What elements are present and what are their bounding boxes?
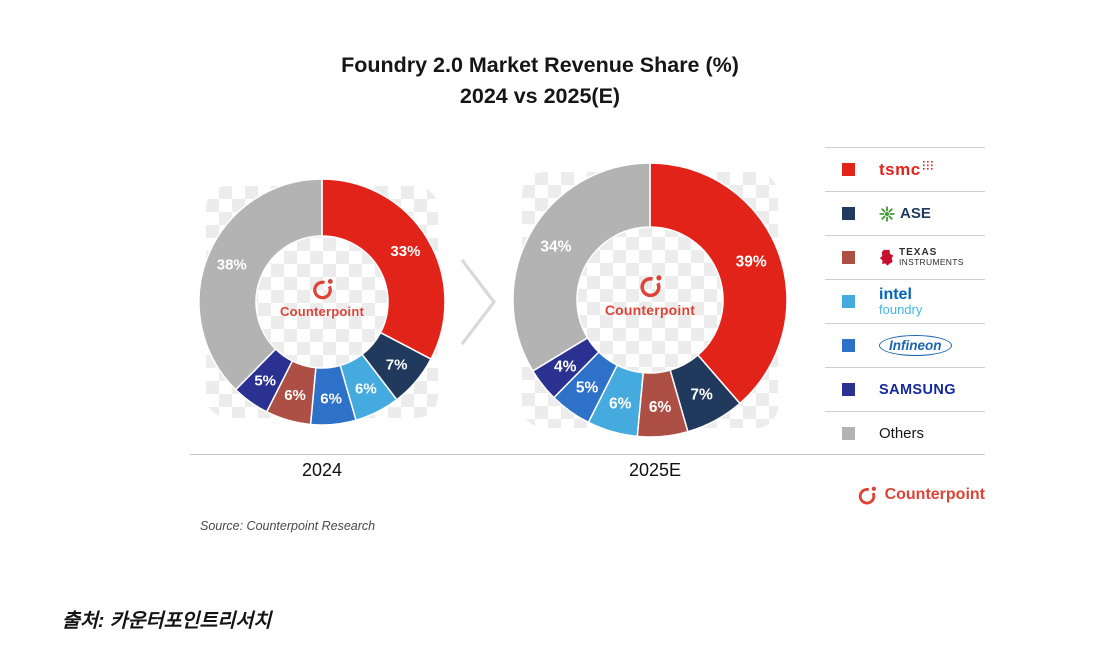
legend-swatch-intel-foundry	[842, 295, 855, 308]
legend-swatch-texas-instruments	[842, 251, 855, 264]
intel-foundry-logo: intel foundry	[879, 286, 922, 318]
counterpoint-icon	[639, 275, 662, 298]
donut-slice-tsmc	[321, 178, 446, 361]
foundry-wordmark: foundry	[879, 302, 923, 318]
counterpoint-icon	[858, 486, 876, 505]
chart-title: Foundry 2.0 Market Revenue Share (%) 202…	[190, 50, 890, 112]
tsmc-wafer-dots-icon	[922, 160, 933, 170]
axis-line	[190, 454, 985, 455]
x-label-2025e: 2025E	[628, 460, 682, 480]
counterpoint-logo-footer: Counterpoint	[838, 484, 985, 506]
slice-label: 4%	[554, 358, 577, 375]
legend-swatch-tsmc	[842, 163, 855, 176]
infineon-logo: Infineon	[879, 335, 952, 356]
legend-item-tsmc: tsmc	[825, 147, 985, 191]
donut-slice-others	[198, 178, 323, 391]
counterpoint-wordmark: Counterpoint	[884, 486, 985, 503]
donut-slice-others	[512, 162, 651, 372]
slice-label: 38%	[217, 257, 247, 274]
legend-item-infineon: Infineon	[825, 323, 985, 367]
chart-title-line2: 2024 vs 2025(E)	[459, 84, 621, 108]
legend-item-samsung: SAMSUNG	[825, 367, 985, 411]
slice-label: 6%	[649, 399, 672, 416]
source-note: Source: Counterpoint Research	[200, 519, 376, 533]
legend-item-texas-instruments: TEXAS INSTRUMENTS	[825, 235, 985, 279]
legend-item-others: Others	[825, 411, 985, 455]
legend: tsmc	[825, 147, 985, 455]
slice-label: 33%	[390, 243, 420, 260]
legend-swatch-others	[842, 427, 855, 440]
x-label-2024: 2024	[301, 460, 343, 480]
donut-chart-2025: 39% 7% 6% 6% 5% 4% 34%	[512, 162, 788, 438]
slice-label: 5%	[254, 373, 276, 390]
chart-title-line1: Foundry 2.0 Market Revenue Share (%)	[341, 53, 739, 77]
legend-item-intel-foundry: intel foundry	[825, 279, 985, 323]
tsmc-wordmark: tsmc	[879, 159, 921, 179]
slice-label: 7%	[690, 386, 713, 403]
tsmc-logo: tsmc	[879, 160, 935, 180]
counterpoint-wordmark: Counterpoint	[280, 304, 364, 319]
slice-label: 6%	[609, 395, 632, 412]
texas-instruments-logo-icon	[879, 249, 894, 266]
legend-swatch-infineon	[842, 339, 855, 352]
ase-logo-icon	[879, 205, 895, 222]
legend-swatch-ase	[842, 207, 855, 220]
slice-label: 34%	[540, 238, 571, 255]
donut-slice-tsmc	[649, 162, 788, 405]
footer-caption: 출처: 카운터포인트리서치	[62, 610, 272, 632]
ti-line1: TEXAS	[899, 246, 938, 258]
counterpoint-wordmark: Counterpoint	[604, 302, 696, 318]
chevron-right-icon	[460, 259, 497, 345]
slice-label: 7%	[386, 356, 408, 373]
ti-line2: INSTRUMENTS	[899, 257, 964, 268]
samsung-wordmark: SAMSUNG	[879, 381, 956, 398]
legend-item-ase: ASE	[825, 191, 985, 235]
counterpoint-icon	[312, 279, 333, 300]
legend-swatch-samsung	[842, 383, 855, 396]
slice-label: 6%	[355, 381, 377, 398]
counterpoint-center-logo-2025: Counterpoint	[580, 272, 720, 318]
slice-label: 39%	[736, 254, 767, 271]
slice-label: 6%	[320, 391, 342, 408]
texas-instruments-wordmark: TEXAS INSTRUMENTS	[899, 247, 964, 268]
ase-wordmark: ASE	[900, 205, 931, 222]
slice-label: 6%	[284, 387, 306, 404]
others-label: Others	[879, 425, 925, 442]
donut-chart-2024: 33% 7% 6% 6% 6% 5% 38%	[198, 178, 446, 426]
slice-label: 5%	[576, 379, 599, 396]
intel-wordmark: intel	[879, 285, 912, 303]
counterpoint-center-logo-2024: Counterpoint	[262, 276, 382, 319]
